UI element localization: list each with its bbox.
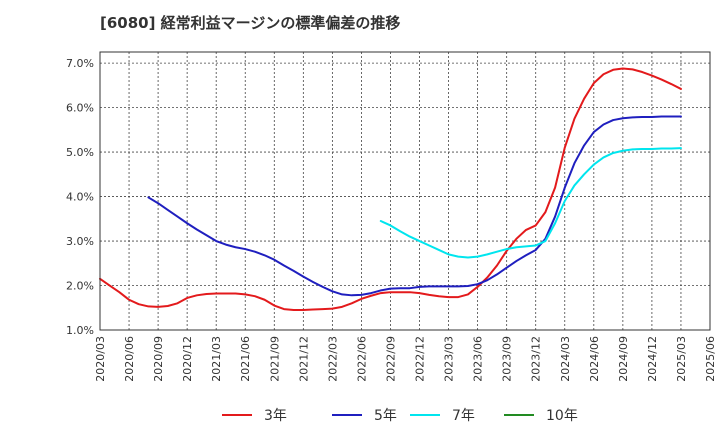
x-tick-label: 2022/12: [414, 336, 427, 382]
y-tick-label: 7.0%: [66, 57, 94, 70]
series-layer: [99, 67, 682, 311]
x-tick-label: 2022/06: [355, 336, 368, 382]
x-tick-label: 2020/09: [152, 336, 165, 382]
x-tick-label: 2023/06: [472, 336, 485, 382]
x-tick-label: 2020/12: [181, 336, 194, 382]
x-tick-label: 2023/09: [501, 336, 514, 382]
chart-title: [6080] 経常利益マージンの標準偏差の推移: [100, 14, 401, 32]
x-tick-label: 2022/09: [384, 336, 397, 382]
x-tick-label: 2021/12: [297, 336, 310, 382]
x-tick-label: 2020/06: [123, 336, 136, 382]
plot-border: [99, 51, 711, 331]
legend-label-1: 3年: [264, 408, 287, 424]
y-tick-label: 2.0%: [66, 280, 94, 293]
y-tick-label: 3.0%: [66, 235, 94, 248]
x-tick-label: 2021/09: [268, 336, 281, 382]
legend-label-4: 10年: [546, 408, 578, 424]
x-tick-label: 2024/03: [559, 336, 572, 382]
x-tick-label: 2025/06: [704, 336, 717, 382]
series-line-3: [379, 147, 682, 259]
x-tick-label: 2024/12: [646, 336, 659, 382]
legend-label-3: 7年: [452, 408, 475, 424]
x-tick-label: 2024/06: [588, 336, 601, 382]
y-axis-ticks: 1.0% 2.0% 3.0% 4.0% 5.0% 6.0% 7.0%: [66, 57, 94, 337]
x-tick-label: 2020/03: [94, 336, 107, 382]
legend: 3年 5年 7年 10年: [222, 408, 578, 424]
legend-label-2: 5年: [374, 408, 397, 424]
x-tick-label: 2025/03: [675, 336, 688, 382]
x-axis-ticks: 2020/03 2020/06 2020/09 2020/12 2021/03 2021/…: [94, 336, 717, 382]
x-tick-label: 2022/03: [326, 336, 339, 382]
x-tick-label: 2023/12: [530, 336, 543, 382]
x-tick-label: 2024/09: [617, 336, 630, 382]
plot-area: [100, 52, 710, 330]
y-tick-label: 6.0%: [66, 102, 94, 115]
x-tick-label: 2023/03: [443, 336, 456, 382]
y-tick-label: 4.0%: [66, 191, 94, 204]
series-line-1: [99, 67, 682, 311]
series-line-2: [147, 115, 682, 297]
x-tick-label: 2021/06: [239, 336, 252, 382]
y-tick-label: 1.0%: [66, 324, 94, 337]
x-tick-label: 2021/03: [210, 336, 223, 382]
y-tick-label: 5.0%: [66, 146, 94, 159]
